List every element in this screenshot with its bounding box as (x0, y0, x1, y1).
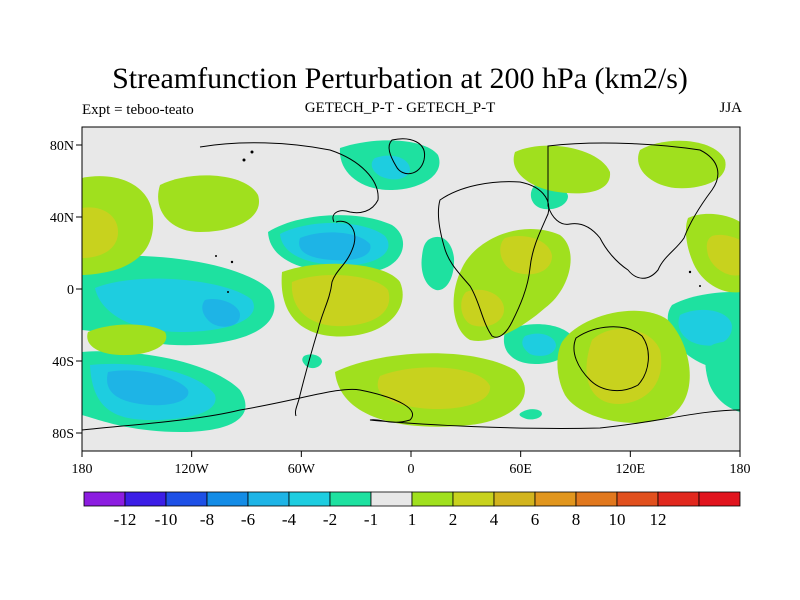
colorbar-swatch (452, 491, 495, 507)
y-tick-label: 40S (52, 355, 74, 370)
colorbar-swatch (616, 491, 659, 507)
colorbar: -12 -10 -8 -6 -4 -2 -1 1 2 4 6 8 10 12 (83, 491, 741, 529)
coastline-antarctica (82, 388, 740, 431)
contour-pos2 (291, 275, 390, 327)
colorbar-swatch (493, 491, 536, 507)
colorbar-swatch (165, 491, 208, 507)
contour-neg2 (371, 155, 410, 180)
contour-pos1 (158, 175, 260, 232)
coastline-africa-europe (437, 181, 550, 338)
island-dot (242, 158, 246, 162)
colorbar-label: -1 (364, 510, 378, 529)
contour-neg1 (421, 236, 455, 291)
island-dot (215, 255, 217, 257)
contour-pos2 (377, 367, 491, 410)
colorbar-label: 1 (408, 510, 417, 529)
contour-neg2 (522, 333, 556, 356)
plot-title: Streamfunction Perturbation at 200 hPa (… (112, 62, 688, 95)
colorbar-label: -2 (323, 510, 337, 529)
colorbar-label: -6 (241, 510, 255, 529)
colorbar-swatch (657, 491, 700, 507)
colorbar-swatch (83, 491, 126, 507)
contour-pos2 (706, 234, 740, 276)
contour-neg3 (107, 370, 189, 406)
coastline-south-america (295, 220, 356, 417)
colorbar-label: 10 (609, 510, 626, 529)
contour-pos2 (461, 289, 505, 327)
season-label: JJA (719, 100, 742, 116)
x-tick-label: 180 (730, 462, 751, 477)
island-dot (699, 285, 701, 287)
y-tick-label: 80N (50, 139, 74, 154)
contour-neg3 (202, 299, 240, 327)
contour-pos1 (513, 145, 611, 194)
colorbar-label: -8 (200, 510, 214, 529)
coastline-north-america (199, 142, 379, 223)
y-tick-label: 40N (50, 211, 74, 226)
coastlines (82, 138, 740, 431)
contour-neg3 (299, 232, 371, 261)
colorbar-swatch (370, 491, 413, 507)
experiment-label: Expt = teboo-teato (82, 102, 194, 118)
colorbar-swatch (329, 491, 372, 507)
colorbar-swatch (575, 491, 618, 507)
coastline-eurasia (547, 142, 719, 279)
colorbar-label: -10 (155, 510, 178, 529)
streamfunction-contours (82, 140, 740, 432)
colorbar-swatch (247, 491, 290, 507)
x-tick-label: 120W (175, 462, 210, 477)
contour-pos2 (82, 207, 118, 258)
colorbar-label: 12 (650, 510, 667, 529)
contour-pos2 (500, 236, 552, 275)
contour-pos1 (87, 324, 167, 356)
contour-neg1 (302, 354, 322, 369)
colorbar-label: 4 (490, 510, 499, 529)
island-dot (230, 260, 234, 264)
x-tick-label: 180 (72, 462, 93, 477)
colorbar-swatch (534, 491, 577, 507)
colorbar-label: 2 (449, 510, 458, 529)
y-axis: 80N 40N 0 40S 80S (50, 139, 82, 442)
coastline-greenland (388, 138, 426, 175)
y-tick-label: 0 (67, 283, 74, 298)
x-axis: 180 120W 60W 0 60E 120E 180 (72, 451, 751, 477)
island-dot (250, 150, 254, 154)
colorbar-label: -12 (114, 510, 137, 529)
model-label: GETECH_P-T - GETECH_P-T (304, 100, 496, 116)
pacific-islands (215, 150, 701, 293)
island-dot (688, 270, 692, 274)
y-tick-label: 80S (52, 427, 74, 442)
colorbar-swatch (124, 491, 167, 507)
colorbar-swatch (411, 491, 454, 507)
colorbar-swatch (206, 491, 249, 507)
island-dot (227, 291, 229, 293)
colorbar-swatch (698, 491, 741, 507)
colorbar-label: 8 (572, 510, 581, 529)
colorbar-swatch (288, 491, 331, 507)
map-plot-area (82, 127, 740, 451)
x-tick-label: 0 (408, 462, 415, 477)
contour-neg1 (519, 409, 542, 420)
contour-neg2 (678, 309, 732, 346)
x-tick-label: 120E (616, 462, 646, 477)
contour-neg1 (705, 341, 740, 412)
x-tick-label: 60E (509, 462, 532, 477)
colorbar-label: 6 (531, 510, 540, 529)
x-tick-label: 60W (288, 462, 316, 477)
contour-pos2 (586, 328, 662, 405)
colorbar-label: -4 (282, 510, 297, 529)
coastline-australia (573, 326, 649, 392)
